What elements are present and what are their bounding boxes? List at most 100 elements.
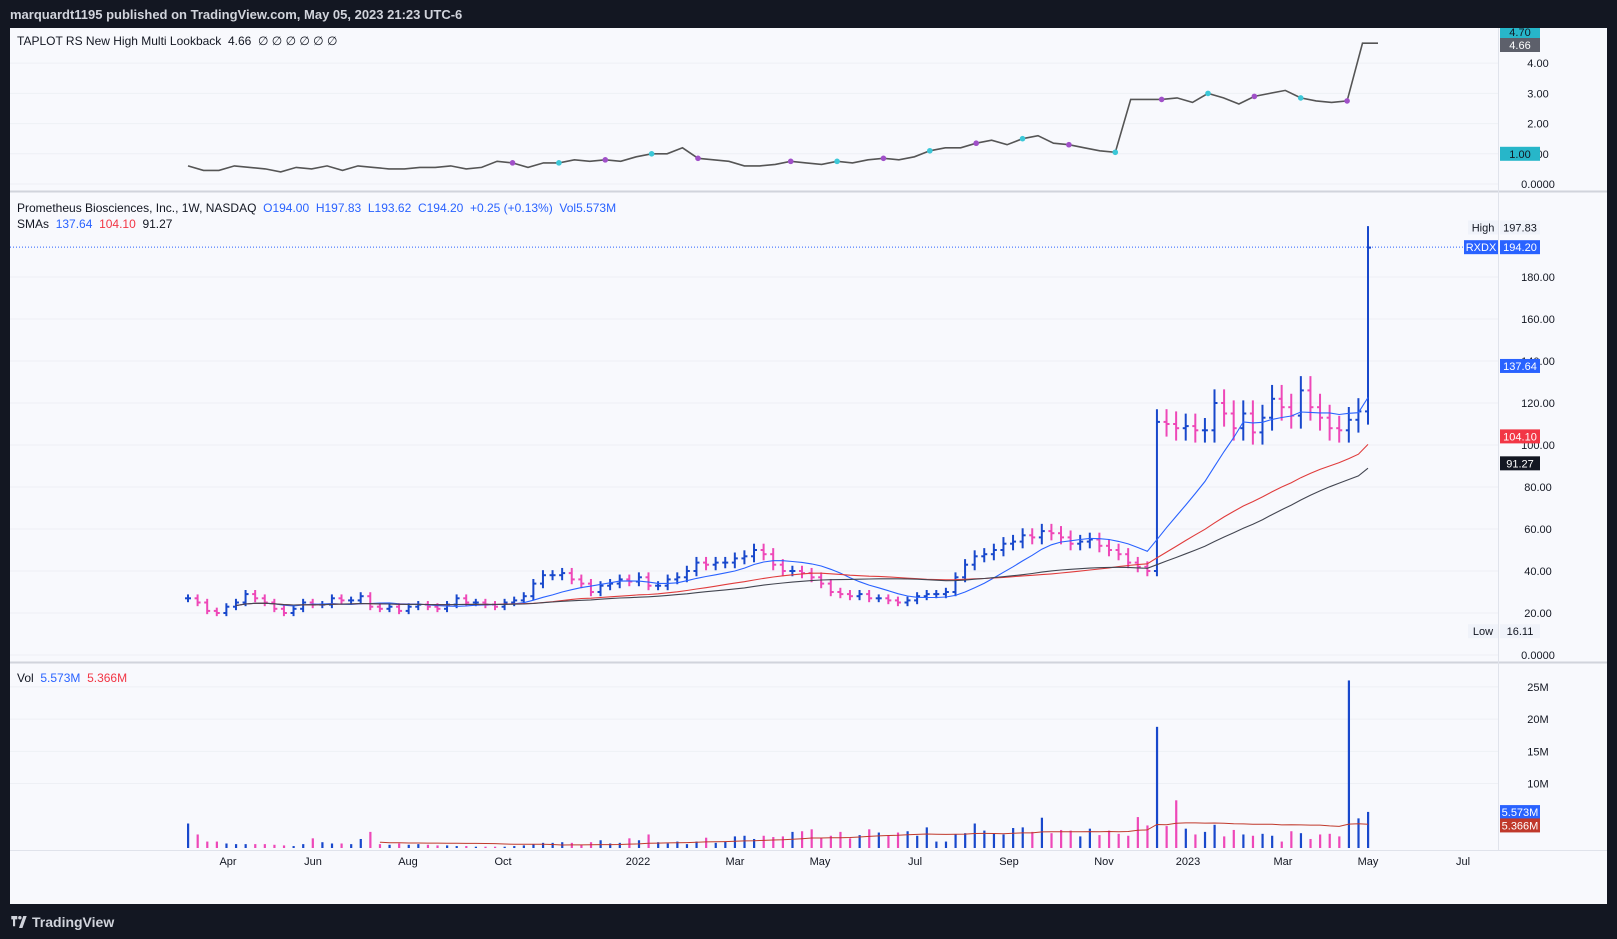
- sma-label: SMAs: [17, 217, 50, 231]
- volume-bar: [820, 837, 823, 848]
- time-axis-label: 2022: [626, 856, 650, 868]
- volume-bar: [513, 846, 516, 848]
- volume-bar: [570, 842, 573, 848]
- rs-high-dot: [1019, 135, 1026, 142]
- volume-bar: [1050, 833, 1053, 848]
- ohlc-bar: [655, 581, 662, 591]
- volume-legend[interactable]: Vol 5.573M 5.366M: [17, 671, 127, 685]
- rs-tag-top-bg: [1500, 28, 1540, 39]
- volume-ma-tag-bg: [1500, 818, 1540, 833]
- time-axis-label: Nov: [1094, 856, 1114, 868]
- volume-bar: [1040, 817, 1044, 848]
- volume-bar: [1309, 838, 1312, 848]
- volume-bar: [800, 831, 804, 848]
- volume-bar: [685, 844, 689, 848]
- volume-bar: [292, 846, 295, 848]
- sma-slow-value: 91.27: [142, 217, 173, 231]
- ohlc-bar: [1153, 409, 1160, 577]
- ohlc-bar: [770, 548, 777, 571]
- volume-bar: [695, 841, 698, 848]
- last-price-tag: 194.20: [1503, 242, 1537, 254]
- chart-frame[interactable]: 4.003.002.001.000.00004.704.661.00180.00…: [10, 28, 1607, 904]
- volume-bar: [1357, 818, 1360, 848]
- ohlc-bar: [914, 592, 921, 605]
- volume-bar: [1136, 817, 1139, 848]
- sma-legend[interactable]: SMAs 137.64 104.10 91.27: [17, 217, 172, 231]
- ohlc-bar: [837, 587, 844, 599]
- ohlc-bar: [396, 603, 403, 615]
- volume-bar: [551, 842, 554, 848]
- volume-bar: [580, 844, 583, 848]
- volume-bar: [906, 831, 909, 848]
- volume-bar: [1223, 836, 1226, 848]
- volume-bar: [1232, 829, 1235, 848]
- volume-bar: [1290, 831, 1293, 848]
- volume-bar: [1280, 841, 1283, 848]
- volume-bar: [503, 846, 506, 848]
- volume-tick-label: 10M: [1527, 779, 1548, 791]
- volume-bar: [1261, 833, 1264, 848]
- ohlc-bar: [1086, 532, 1093, 549]
- time-axis-label: Jul: [908, 856, 922, 868]
- ohlc-bar: [1029, 528, 1036, 545]
- volume-bar: [868, 829, 871, 848]
- ohlc-bar: [990, 543, 997, 561]
- ohlc-bar: [703, 556, 710, 571]
- volume-bar: [887, 835, 890, 848]
- volume-bar: [781, 836, 784, 848]
- price-tick-label: 180.00: [1521, 272, 1555, 284]
- ohlc-bar: [1038, 523, 1045, 545]
- ohlc-bar: [1288, 393, 1295, 429]
- time-axis-label: Jun: [304, 856, 322, 868]
- volume-bar: [206, 841, 209, 848]
- ohlc-bar: [223, 603, 230, 617]
- ohlc-bar: [338, 594, 345, 605]
- ohlc-bar: [962, 559, 969, 583]
- low-label-bg: [1468, 624, 1498, 639]
- indicator-legend[interactable]: TAPLOT RS New High Multi Lookback 4.66 ∅…: [17, 34, 337, 48]
- tradingview-brand[interactable]: TradingView: [10, 914, 114, 930]
- high-value-bg: [1500, 220, 1540, 235]
- ohlc-bar: [1326, 404, 1333, 441]
- symbol-legend[interactable]: Prometheus Biosciences, Inc., 1W, NASDAQ…: [17, 201, 616, 215]
- volume-bar: [657, 842, 660, 848]
- volume-bar: [733, 836, 737, 848]
- volume-bar: [465, 846, 468, 848]
- ohlc-bar: [1201, 418, 1208, 443]
- ohlc-bar: [376, 603, 383, 613]
- volume-bar: [484, 846, 487, 848]
- price-tick-label: 40.00: [1524, 566, 1552, 578]
- rs-high-dot: [556, 160, 562, 166]
- volume-bar: [273, 844, 276, 848]
- ohlc-bar: [185, 594, 191, 603]
- price-tick-label: 0.0000: [1521, 650, 1555, 662]
- ohlc-bar: [731, 552, 738, 569]
- ohlc-bar: [261, 594, 268, 607]
- ohlc-bar: [1365, 226, 1371, 425]
- volume-bar: [666, 843, 669, 848]
- rs-tick-label: 0.0000: [1521, 179, 1555, 191]
- sma-mid-value: 104.10: [99, 217, 136, 231]
- volume-bar: [1203, 831, 1207, 848]
- volume-bar: [1117, 833, 1120, 848]
- volume-bar: [398, 843, 401, 848]
- ohlc-bar: [568, 567, 575, 585]
- volume-tick-label: 15M: [1527, 746, 1548, 758]
- ohlc-bar: [194, 594, 201, 607]
- footer-bar: TradingView: [0, 904, 1617, 939]
- tradingview-brand-text: TradingView: [32, 914, 115, 930]
- volume-bar: [225, 843, 228, 848]
- volume-bar: [1319, 834, 1322, 848]
- ohlc-bar: [309, 598, 316, 609]
- time-axis-label: 2023: [1176, 856, 1200, 868]
- volume-bar: [1107, 830, 1111, 848]
- rs-high-dot: [787, 158, 794, 165]
- time-axis-label: Mar: [726, 856, 745, 868]
- ohlc-bar: [933, 590, 940, 599]
- volume-bar: [1251, 835, 1255, 848]
- ohlc-bar: [271, 598, 278, 613]
- rs-tick-label: 2.00: [1527, 119, 1548, 131]
- chart-canvas[interactable]: 4.003.002.001.000.00004.704.661.00180.00…: [10, 28, 1607, 904]
- ohlc-bar: [405, 603, 412, 615]
- sma-fast-tag: 137.64: [1503, 361, 1537, 373]
